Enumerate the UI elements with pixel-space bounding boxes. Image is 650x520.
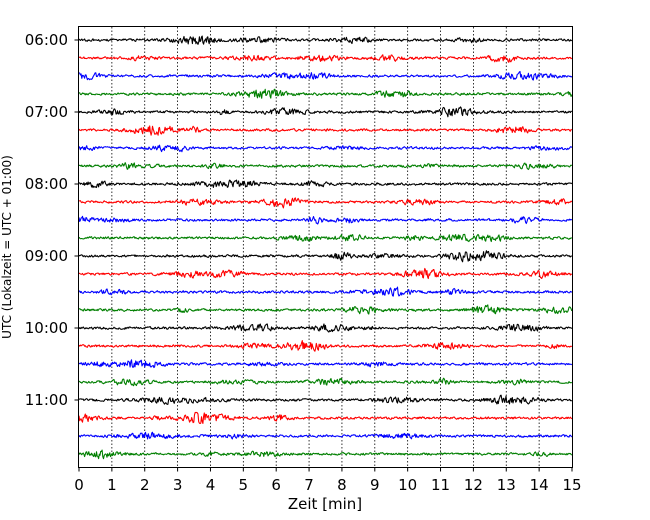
x-tick-layer: 0 1 2 3 4 5 6 7 8 9 10 11 12 13 14 15 [74, 467, 582, 494]
x-tick-label: 0 [74, 476, 84, 494]
x-tick-label: 4 [206, 476, 216, 494]
seismic-trace [78, 267, 573, 280]
x-tick-label: 11 [431, 476, 450, 494]
seismic-trace [78, 179, 573, 189]
seismic-trace [78, 197, 573, 209]
y-tick-label: 06:00 [25, 31, 68, 49]
seismic-trace [78, 340, 573, 352]
x-tick-label: 5 [239, 476, 249, 494]
x-tick-label: 14 [530, 476, 549, 494]
y-axis-label: UTC (Lokalzeit = UTC + 01:00) [0, 155, 14, 339]
y-tick-label: 10:00 [25, 319, 68, 337]
x-tick-label: 8 [337, 476, 347, 494]
seismic-trace [78, 323, 573, 333]
x-tick-label: 6 [271, 476, 281, 494]
x-tick-label: 13 [497, 476, 516, 494]
seismic-trace [78, 394, 573, 405]
seismic-trace [78, 144, 573, 153]
x-tick-label: 1 [107, 476, 117, 494]
seismic-trace [78, 215, 573, 225]
seismic-trace [78, 54, 573, 63]
y-tick-label: 08:00 [25, 175, 68, 193]
seismic-trace [78, 377, 573, 387]
seismic-trace [78, 286, 573, 297]
y-tick-label: 07:00 [25, 103, 68, 121]
y-tick-label: 11:00 [25, 391, 68, 409]
x-axis-label: Zeit [min] [288, 495, 362, 513]
x-tick-label: 10 [398, 476, 417, 494]
seismic-trace [78, 431, 573, 440]
seismic-trace [78, 70, 573, 81]
seismic-trace [78, 233, 573, 243]
trace-layer [78, 35, 573, 460]
seismic-trace [78, 304, 573, 315]
x-tick-label: 3 [173, 476, 183, 494]
x-tick-label: 7 [304, 476, 314, 494]
x-tick-label: 15 [562, 476, 581, 494]
x-tick-label: 2 [140, 476, 150, 494]
x-tick-label: 12 [464, 476, 483, 494]
plot-frame [78, 26, 573, 468]
seismic-trace [78, 106, 573, 118]
seismic-trace [78, 250, 573, 263]
seismic-trace [78, 88, 573, 99]
x-tick-label: 9 [370, 476, 380, 494]
seismic-trace [78, 162, 573, 171]
y-tick-label: 09:00 [25, 247, 68, 265]
y-tick-layer: 06:00 07:00 08:00 09:00 10:00 11:00 [25, 31, 79, 409]
seismic-trace [78, 449, 573, 460]
seismic-trace [78, 411, 573, 425]
seismic-trace [78, 125, 573, 136]
seismic-trace [78, 359, 573, 369]
seismic-trace [78, 35, 573, 45]
